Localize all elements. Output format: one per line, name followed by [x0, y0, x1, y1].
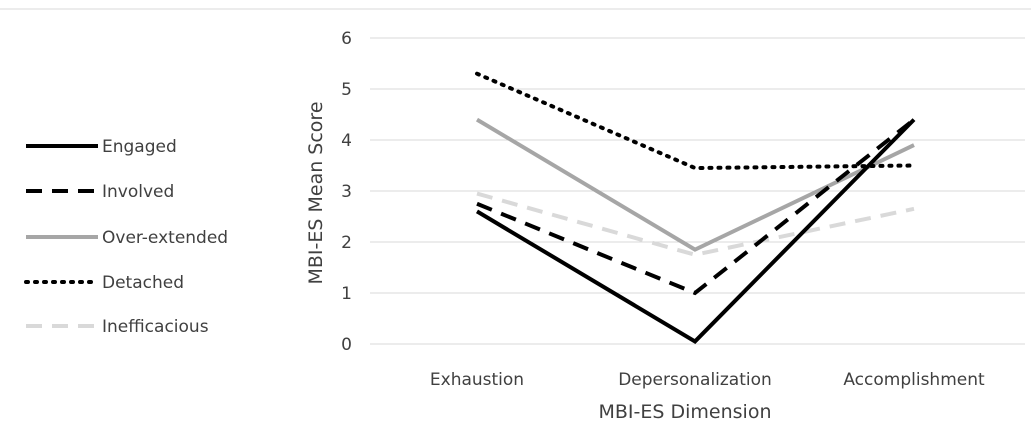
y-tick-label: 2: [341, 233, 352, 253]
legend-label: Inefficacious: [102, 317, 209, 337]
x-tick-label: Depersonalization: [618, 370, 772, 390]
y-tick-label: 6: [341, 29, 352, 49]
x-tick-label: Accomplishment: [843, 370, 985, 390]
gridlines: [370, 37, 1025, 345]
legend-label: Detached: [102, 273, 184, 293]
y-axis-title: MBI-ES Mean Score: [305, 101, 327, 284]
y-axis-ticks: 0 1 2 3 4 5 6: [341, 29, 352, 355]
series-lines: [475, 71, 916, 344]
y-tick-label: 4: [341, 131, 352, 151]
legend-label: Engaged: [102, 137, 177, 157]
series-line-engaged: [475, 118, 916, 344]
y-tick-label: 3: [341, 182, 352, 202]
x-tick-label: Exhaustion: [430, 370, 524, 390]
legend-label: Over-extended: [102, 228, 228, 248]
series-line-involved: [476, 118, 916, 296]
y-tick-label: 1: [341, 284, 352, 304]
y-tick-label: 0: [341, 335, 352, 355]
y-tick-label: 5: [341, 80, 352, 100]
legend: Engaged Involved Over-extended Detached Inef…: [24, 137, 228, 337]
x-axis-ticks: Exhaustion Depersonalization Accomplishmen…: [430, 370, 985, 390]
series-line-inefficacious: [476, 191, 915, 257]
x-axis-title: MBI-ES Dimension: [599, 401, 772, 423]
legend-label: Involved: [102, 182, 174, 202]
series-line-detached: [475, 71, 916, 171]
